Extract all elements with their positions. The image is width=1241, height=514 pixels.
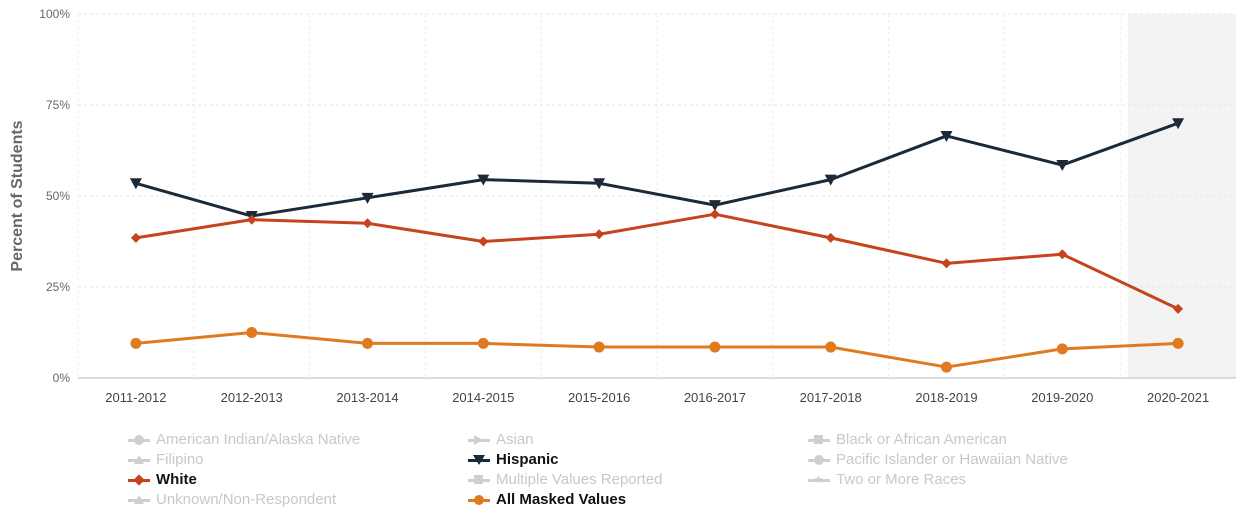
data-point[interactable] [477, 337, 489, 349]
square-icon [468, 470, 490, 490]
legend-item-two-or-more-races[interactable]: Two or More Races [808, 470, 966, 490]
y-axis-ticks: 0% 25% 50% 75% 100% [39, 7, 70, 385]
data-point[interactable] [246, 327, 258, 338]
data-point[interactable] [1056, 343, 1068, 355]
legend-label: Hispanic [496, 451, 559, 468]
legend-item-asian[interactable]: Asian [468, 430, 534, 450]
circle-icon [128, 430, 150, 450]
data-point[interactable] [130, 232, 141, 243]
x-axis-ticks: 2011-2012 2012-2013 2013-2014 2014-2015 2015… [105, 390, 1209, 405]
data-point[interactable] [825, 232, 836, 243]
legend-label: American Indian/Alaska Native [156, 431, 361, 448]
legend-label: Unknown/Non-Respondent [156, 491, 337, 508]
legend-item-white[interactable]: White [128, 470, 197, 490]
y-tick-label: 50% [46, 189, 70, 203]
x-tick-label: 2016-2017 [684, 390, 746, 405]
data-point[interactable] [1057, 249, 1068, 260]
legend-label: Multiple Values Reported [496, 471, 663, 488]
legend-label: White [156, 471, 197, 488]
data-point[interactable] [1172, 337, 1184, 349]
square-icon [808, 430, 830, 450]
data-point[interactable] [1056, 160, 1069, 172]
legend-label: Asian [496, 431, 534, 448]
legend-label: Pacific Islander or Hawaiian Native [836, 451, 1068, 468]
x-tick-label: 2019-2020 [1031, 390, 1093, 405]
data-point[interactable] [130, 337, 142, 349]
x-tick-label: 2014-2015 [452, 390, 514, 405]
x-tick-label: 2018-2019 [915, 390, 977, 405]
circle-icon [468, 490, 490, 510]
data-point[interactable] [129, 178, 142, 190]
data-point[interactable] [361, 192, 374, 204]
circle-icon [808, 450, 830, 470]
y-axis-label: Percent of Students [9, 120, 26, 271]
star-icon [808, 470, 830, 490]
arrow-icon [468, 430, 490, 450]
data-point[interactable] [362, 337, 373, 349]
legend-item-all-masked-values[interactable]: All Masked Values [468, 490, 626, 510]
grid [77, 13, 1236, 379]
data-point[interactable] [940, 130, 953, 142]
data-point[interactable] [478, 236, 489, 247]
series-line [135, 331, 1179, 369]
series-lines [129, 118, 1185, 373]
x-tick-label: 2012-2013 [221, 390, 283, 405]
data-point[interactable] [1173, 303, 1184, 314]
data-point[interactable] [594, 229, 605, 240]
data-point[interactable] [824, 174, 837, 186]
series-line [135, 121, 1179, 218]
triangle-icon [128, 450, 150, 470]
legend-label: All Masked Values [496, 491, 627, 508]
legend-item-filipino[interactable]: Filipino [128, 450, 204, 470]
series-white [130, 209, 1184, 314]
series-hispanic [129, 118, 1185, 223]
data-point[interactable] [593, 341, 605, 353]
diamond-icon [128, 470, 150, 490]
legend-label: Two or More Races [836, 471, 967, 488]
x-tick-label: 2013-2014 [336, 390, 398, 405]
legend-item-black-or-african-american[interactable]: Black or African American [808, 430, 1007, 450]
y-tick-label: 25% [46, 280, 70, 294]
data-point[interactable] [362, 218, 373, 229]
x-tick-label: 2017-2018 [800, 390, 862, 405]
triangle-down-icon [468, 450, 490, 470]
legend-label: Filipino [156, 451, 204, 468]
x-tick-label: 2015-2016 [568, 390, 630, 405]
data-point[interactable] [1172, 118, 1185, 130]
data-point[interactable] [941, 361, 952, 373]
legend-item-american-indian-alaska-native[interactable]: American Indian/Alaska Native [128, 430, 360, 450]
x-tick-label: 2011-2012 [105, 390, 166, 405]
series-all-masked-values [130, 327, 1184, 373]
data-point[interactable] [825, 341, 837, 353]
y-tick-label: 100% [39, 7, 70, 21]
data-point[interactable] [477, 174, 490, 186]
data-point[interactable] [941, 258, 952, 269]
legend-item-multiple-values-reported[interactable]: Multiple Values Reported [468, 470, 662, 490]
data-point[interactable] [709, 209, 720, 220]
y-tick-label: 0% [53, 371, 71, 385]
line-chart: 0% 25% 50% 75% 100% 2011-2012 2012-2013 2013-2… [9, 7, 1236, 405]
triangle-icon [128, 490, 150, 510]
legend-label: Black or African American [836, 431, 1007, 448]
data-point[interactable] [708, 200, 721, 212]
legend-item-unknown-non-respondent[interactable]: Unknown/Non-Respondent [128, 490, 336, 510]
legend-item-pacific-islander-or-hawaiian-native[interactable]: Pacific Islander or Hawaiian Native [808, 450, 1068, 470]
y-tick-label: 75% [46, 98, 70, 112]
series-line [135, 212, 1179, 311]
data-point[interactable] [593, 178, 606, 190]
data-point[interactable] [709, 341, 721, 353]
x-tick-label: 2020-2021 [1147, 390, 1209, 405]
legend-item-hispanic[interactable]: Hispanic [468, 450, 559, 470]
data-point[interactable] [246, 214, 257, 225]
